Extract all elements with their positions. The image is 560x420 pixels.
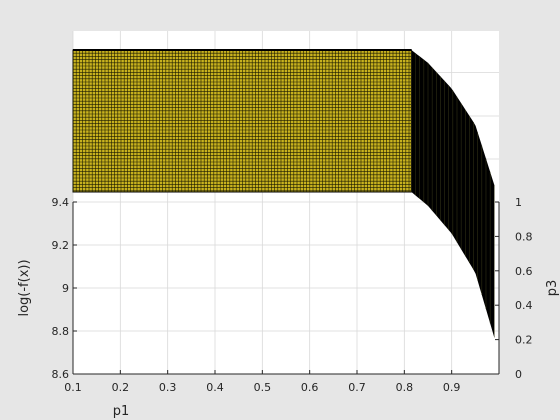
surface-plot — [72, 49, 495, 338]
y2-tick-label: 0 — [515, 368, 522, 381]
tick-labels: 0.1 0.2 0.3 0.4 0.5 0.6 0.7 0.8 0.9 8.6 8.8 9 9.2 9.4… — [52, 196, 533, 394]
x-tick-label: 0.8 — [396, 381, 414, 394]
y2-tick-label: 0.8 — [515, 230, 533, 243]
x-tick-label: 0.5 — [254, 381, 272, 394]
x-tick-label: 0.3 — [159, 381, 177, 394]
y2-tick-label: 0.6 — [515, 265, 533, 278]
x-tick-label: 0.4 — [206, 381, 224, 394]
y2-tick-label: 1 — [515, 196, 522, 209]
y-tick-label: 9.4 — [52, 196, 70, 209]
x-tick-label: 0.1 — [64, 381, 82, 394]
y-axis-label: log(-f(x)) — [17, 259, 32, 316]
x-tick-label: 0.6 — [301, 381, 319, 394]
y-tick-label: 9.2 — [52, 239, 70, 252]
y-tick-label: 8.8 — [52, 325, 70, 338]
surface-flat-region — [72, 49, 412, 193]
y2-axis-label: p3 — [545, 280, 560, 297]
y-tick-label: 9 — [62, 282, 69, 295]
x-tick-label: 0.9 — [443, 381, 461, 394]
y2-tick-label: 0.2 — [515, 334, 533, 347]
x-tick-label: 0.7 — [348, 381, 366, 394]
y-tick-label: 8.6 — [52, 368, 70, 381]
x-axis-label: p1 — [113, 404, 130, 419]
axes — [72, 201, 500, 375]
y2-tick-label: 0.4 — [515, 299, 533, 312]
x-tick-label: 0.2 — [112, 381, 130, 394]
